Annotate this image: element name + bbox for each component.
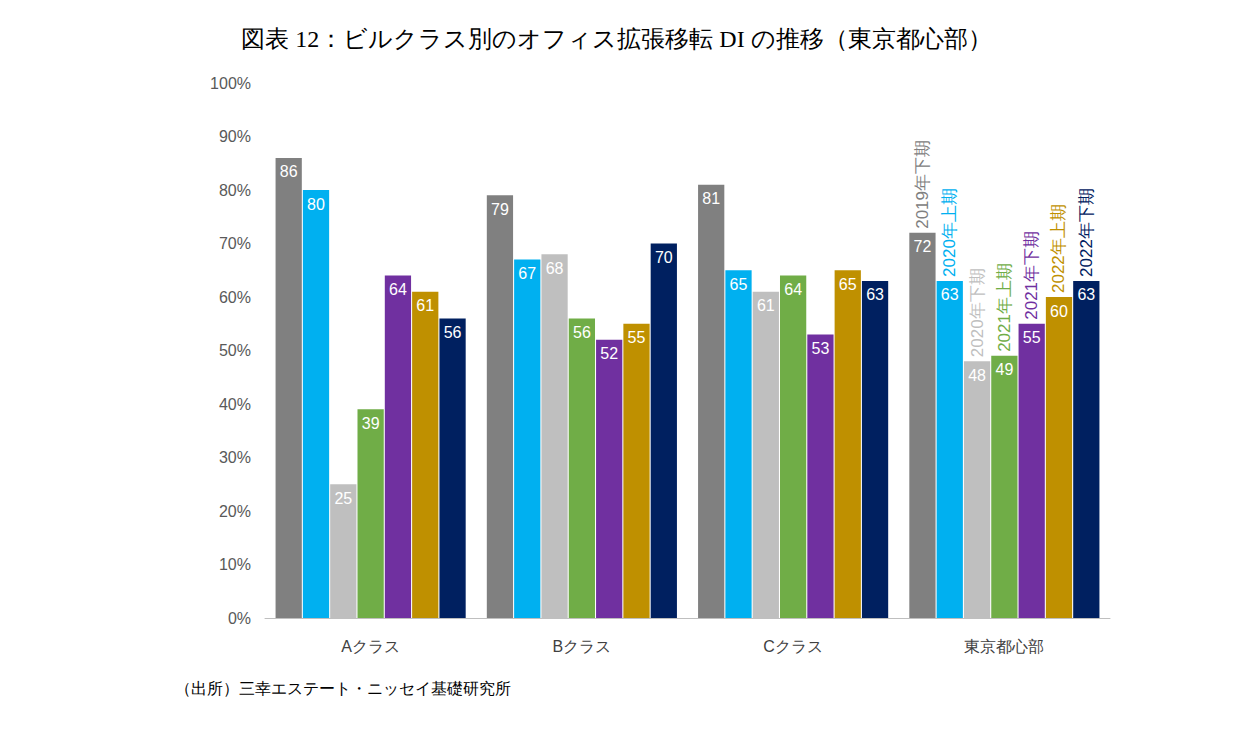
svg-text:60: 60: [1050, 303, 1068, 320]
svg-text:10%: 10%: [219, 556, 251, 573]
svg-text:90%: 90%: [219, 128, 251, 145]
svg-text:100%: 100%: [210, 75, 251, 92]
svg-text:48: 48: [968, 367, 986, 384]
svg-text:63: 63: [941, 286, 959, 303]
svg-text:70: 70: [655, 249, 673, 266]
svg-text:81: 81: [702, 190, 720, 207]
svg-text:52: 52: [600, 345, 618, 362]
svg-text:2020年上期: 2020年上期: [940, 188, 959, 277]
svg-text:Bクラス: Bクラス: [553, 638, 612, 655]
svg-text:50%: 50%: [219, 342, 251, 359]
svg-text:86: 86: [280, 163, 298, 180]
svg-text:53: 53: [812, 340, 830, 357]
svg-text:80%: 80%: [219, 182, 251, 199]
svg-text:2021年上期: 2021年上期: [995, 263, 1014, 352]
svg-text:64: 64: [389, 281, 407, 298]
svg-text:2021年下期: 2021年下期: [1022, 231, 1041, 320]
svg-text:65: 65: [839, 276, 857, 293]
svg-text:61: 61: [757, 297, 775, 314]
svg-text:30%: 30%: [219, 449, 251, 466]
svg-text:80: 80: [307, 196, 325, 213]
svg-text:55: 55: [628, 329, 646, 346]
svg-text:72: 72: [914, 238, 932, 255]
svg-text:63: 63: [866, 286, 884, 303]
svg-text:40%: 40%: [219, 396, 251, 413]
svg-text:2022年下期: 2022年下期: [1077, 188, 1096, 277]
svg-text:東京都心部: 東京都心部: [964, 638, 1044, 655]
svg-text:61: 61: [416, 297, 434, 314]
svg-text:図表 12：ビルクラス別のオフィス拡張移転 DI の推移（東: 図表 12：ビルクラス別のオフィス拡張移転 DI の推移（東京都心部）: [241, 26, 991, 52]
svg-text:68: 68: [546, 260, 564, 277]
svg-text:64: 64: [784, 281, 802, 298]
svg-text:0%: 0%: [228, 610, 251, 627]
svg-text:67: 67: [518, 265, 536, 282]
svg-text:2020年下期: 2020年下期: [968, 268, 987, 357]
svg-text:49: 49: [995, 361, 1013, 378]
svg-text:70%: 70%: [219, 235, 251, 252]
svg-text:63: 63: [1077, 286, 1095, 303]
svg-text:65: 65: [730, 276, 748, 293]
svg-text:55: 55: [1023, 329, 1041, 346]
svg-text:25: 25: [334, 490, 352, 507]
svg-text:2019年下期: 2019年下期: [913, 140, 932, 229]
svg-text:Aクラス: Aクラス: [341, 638, 400, 655]
svg-text:60%: 60%: [219, 289, 251, 306]
svg-text:56: 56: [573, 324, 591, 341]
svg-text:56: 56: [444, 324, 462, 341]
svg-text:39: 39: [362, 415, 380, 432]
svg-text:（出所）三幸エステート・ニッセイ基礎研究所: （出所）三幸エステート・ニッセイ基礎研究所: [175, 680, 511, 697]
svg-text:2022年上期: 2022年上期: [1049, 204, 1068, 293]
svg-text:20%: 20%: [219, 503, 251, 520]
svg-text:79: 79: [491, 201, 509, 218]
svg-text:Cクラス: Cクラス: [763, 638, 823, 655]
